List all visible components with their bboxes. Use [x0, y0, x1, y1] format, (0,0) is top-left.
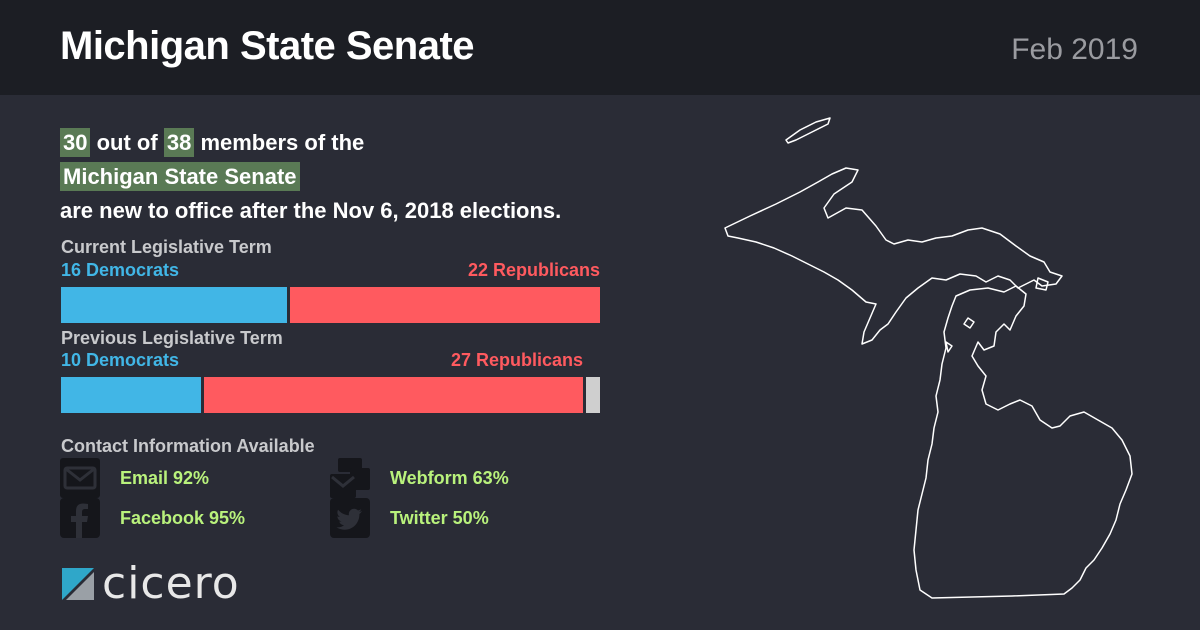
previous-other-segment [585, 377, 600, 413]
new-count: 30 [60, 128, 91, 157]
contact-twitter: Twitter 50% [330, 498, 489, 538]
previous-bar-gap-2 [582, 377, 586, 413]
previous-term-bar [61, 377, 600, 413]
date-label: Feb 2019 [1011, 33, 1138, 66]
total-count: 38 [163, 128, 195, 157]
previous-dem-segment [61, 377, 202, 413]
headline-rest: are new to office after the Nov 6, 2018 … [60, 198, 562, 223]
contact-facebook: Facebook 95% [60, 498, 245, 538]
current-bar-gap [286, 287, 290, 323]
current-term-bar [61, 287, 600, 323]
current-rep-label: 22 Republicans [468, 260, 601, 280]
current-dem-label: 16 Democrats [61, 260, 180, 280]
email-label: Email 92% [120, 467, 210, 488]
current-dem-segment [61, 287, 287, 323]
twitter-icon [330, 498, 370, 538]
headline-members: members of the [200, 130, 365, 155]
headline: 30 out of 38 members of the Michigan Sta… [60, 126, 660, 228]
email-icon [60, 458, 100, 498]
previous-bar-gap [201, 377, 205, 413]
header-bar: Michigan State Senate Feb 2019 [0, 0, 1200, 95]
previous-rep-label: 27 Republicans [450, 350, 584, 370]
twitter-label: Twitter 50% [390, 507, 489, 528]
webform-label: Webform 63% [390, 467, 509, 488]
page-title: Michigan State Senate [60, 24, 475, 68]
webform-icon [330, 458, 370, 498]
facebook-label: Facebook 95% [120, 507, 246, 528]
cicero-logo-text: cicero [102, 558, 240, 609]
current-rep-segment [289, 287, 600, 323]
chamber-name: Michigan State Senate [60, 162, 300, 191]
cicero-logo-mark-icon [62, 567, 94, 600]
current-term-label: Current Legislative Term [61, 237, 272, 257]
previous-dem-label: 10 Democrats [61, 350, 180, 370]
cicero-logo: cicero [62, 558, 240, 609]
contact-title: Contact Information Available [61, 436, 315, 456]
michigan-map [724, 117, 1133, 599]
previous-rep-segment [204, 377, 583, 413]
previous-term-label: Previous Legislative Term [61, 328, 283, 348]
contact-email: Email 92% [60, 458, 209, 498]
contact-webform: Webform 63% [330, 458, 509, 498]
facebook-icon [60, 498, 100, 538]
headline-out-of: out of [96, 130, 158, 155]
